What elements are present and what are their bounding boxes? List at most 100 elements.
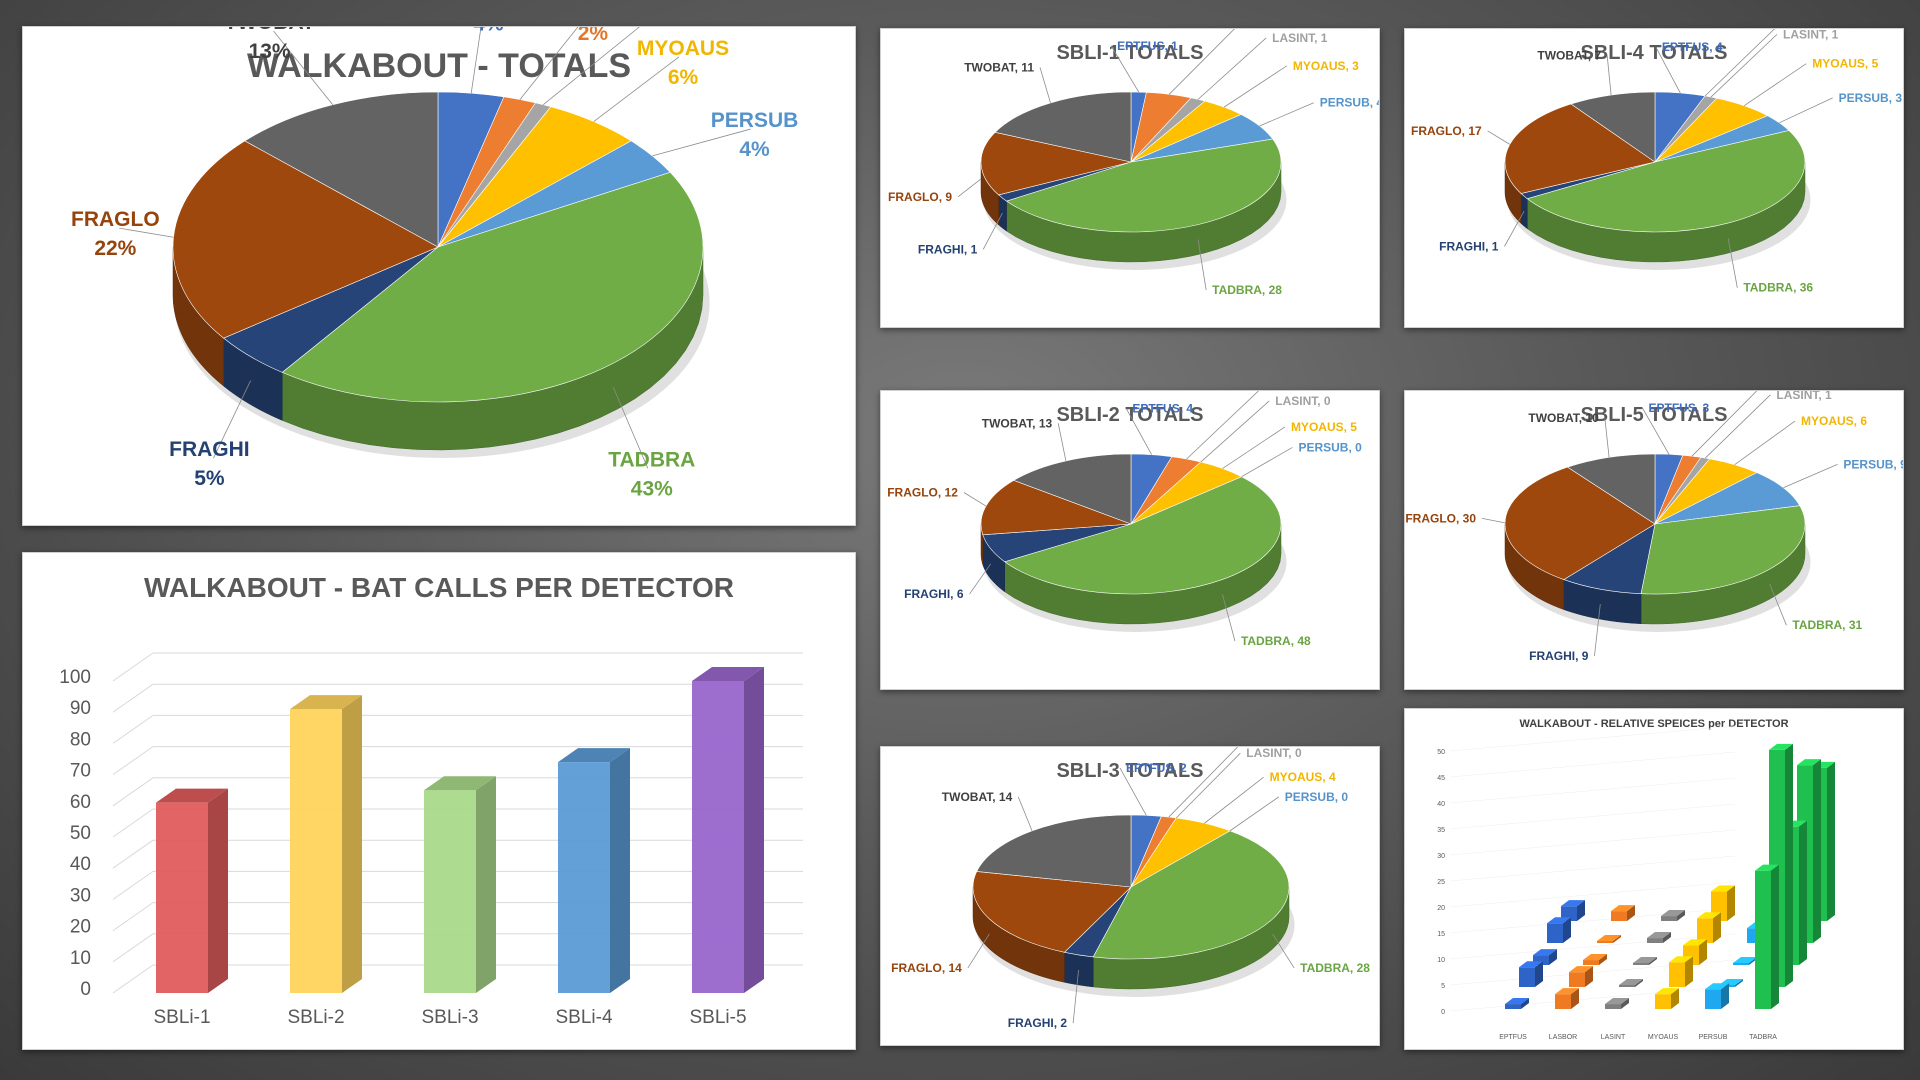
slice-label-fraghi: FRAGHI, 9 <box>1529 649 1589 663</box>
bar-lasint-sbli-2 <box>1619 985 1635 987</box>
bar-top-sbli-3 <box>424 776 496 791</box>
slice-percent-lasbor: 2% <box>578 27 609 45</box>
x-tick-label: SBLi-4 <box>555 1007 612 1028</box>
leader-line <box>1186 391 1259 460</box>
x-tick-label: LASBOR <box>1549 1034 1577 1041</box>
x-tick-label: SBLi-1 <box>153 1007 210 1028</box>
leader-line <box>1223 65 1288 108</box>
leader-line <box>652 128 751 157</box>
bar-lasint-sbli-3 <box>1633 963 1649 965</box>
leader-line <box>1168 29 1235 95</box>
slice-label-fraglo: FRAGLO, 30 <box>1405 511 1476 525</box>
leader-line <box>1606 55 1612 96</box>
slice-label-fraghi: FRAGHI, 6 <box>904 587 964 601</box>
slice-label-lasint: LASINT, 1 <box>1776 391 1832 402</box>
chart-title: WALKABOUT - RELATIVE SPEICES per DETECTO… <box>1519 718 1788 730</box>
leader-line <box>1594 604 1601 657</box>
slice-label-twobat: TWOBAT, 11 <box>964 60 1034 74</box>
slice-label-persub: PERSUB, 0 <box>1285 790 1349 804</box>
bar-lasbor-sbli-2 <box>1569 972 1585 987</box>
bar-lasint-sbli-1 <box>1605 1004 1621 1009</box>
bar-myoaus-sbli-4 <box>1697 918 1713 943</box>
bar-persub-sbli-1 <box>1705 989 1721 1009</box>
bar-side-sbli-5 <box>744 667 764 993</box>
leader-line <box>1769 583 1787 626</box>
slice-label-fraglo: FRAGLO, 9 <box>888 190 952 204</box>
y-tick-label: 40 <box>70 854 91 875</box>
pie-slice-fraghi <box>1563 523 1656 595</box>
y-tick-label: 15 <box>1437 931 1445 938</box>
bat-calls-bar-chart: WALKABOUT - BAT CALLS PER DETECTOR 0 10 20 3… <box>59 572 803 1028</box>
leader-line <box>1168 747 1239 818</box>
slice-label-twobat: TWOBAT, 13 <box>982 416 1053 430</box>
y-tick-label: 0 <box>80 979 91 1000</box>
slice-label-tadbra: TADBRA, 36 <box>1743 281 1813 295</box>
leader-line <box>1072 969 1079 1024</box>
pie-slice-tadbra <box>1005 138 1282 233</box>
leader-line <box>963 492 987 507</box>
slice-percent-fraghi: 5% <box>194 467 225 490</box>
bar-persub-sbli-3 <box>1733 963 1749 965</box>
x-tick-label: PERSUB <box>1699 1034 1728 1041</box>
leader-line <box>957 178 982 198</box>
leader-line <box>1259 102 1314 127</box>
walkabout-totals-pie: WALKABOUT - TOTALSEPTFUS4%LASBOR2%LASINT… <box>71 27 799 500</box>
slice-label-fraghi: FRAGHI, 1 <box>1439 239 1499 253</box>
pie-slice-twobat <box>994 91 1132 163</box>
bar-top-sbli-4 <box>558 748 630 763</box>
bar-side-sbli-3 <box>476 776 496 993</box>
leader-line <box>612 387 649 469</box>
slice-label-tadbra: TADBRA, 28 <box>1212 283 1282 297</box>
bar-sbli-4 <box>558 762 610 993</box>
x-tick-label: MYOAUS <box>1648 1034 1679 1041</box>
x-tick-label: SBLi-3 <box>421 1007 478 1028</box>
x-tick-label: EPTFUS <box>1499 1034 1527 1041</box>
leader-line <box>1704 29 1775 97</box>
y-tick-label: 90 <box>70 698 91 719</box>
slice-label-persub: PERSUB, 3 <box>1839 91 1903 105</box>
slice-label-fraglo: FRAGLO, 14 <box>891 961 962 975</box>
slice-label-myoaus: MYOAUS, 3 <box>1293 59 1359 73</box>
slice-percent-myoaus: 6% <box>668 66 699 89</box>
leader-line <box>1779 97 1833 124</box>
y-tick-label: 40 <box>1437 801 1445 808</box>
bar-tadbra-sbli-1 <box>1755 870 1771 1009</box>
x-tick-label: TADBRA <box>1749 1034 1777 1041</box>
slice-label-persub: PERSUB <box>711 109 799 132</box>
leader-line <box>1222 594 1236 642</box>
leader-line <box>967 933 990 969</box>
y-tick-label: 30 <box>70 885 91 906</box>
leader-line <box>1705 394 1771 459</box>
bar-sbli-3 <box>424 790 476 993</box>
slice-label-lasint: LASINT, 1 <box>1272 31 1328 45</box>
y-tick-label: 50 <box>1437 749 1445 756</box>
bar-top-sbli-2 <box>290 695 362 710</box>
pie-slice-tadbra <box>1526 130 1806 233</box>
pie-slice-persub <box>1654 472 1801 525</box>
pie-side-fraghi <box>1520 192 1528 230</box>
bar-eptfus-sbli-1 <box>1505 1004 1521 1009</box>
leader-line <box>213 380 251 459</box>
slice-percent-tadbra: 43% <box>631 477 673 500</box>
leader-line <box>519 27 579 100</box>
leader-line <box>1200 400 1270 463</box>
pie-slice-tadbra <box>1004 476 1282 595</box>
leader-line <box>1504 210 1525 247</box>
slice-label-myoaus: MYOAUS, 6 <box>1801 414 1867 428</box>
slice-label-lasint: LASINT, 1 <box>1783 29 1839 41</box>
slice-percent-twobat: 13% <box>249 40 291 63</box>
leader-line <box>1039 67 1051 104</box>
y-tick-label: 10 <box>1437 957 1445 964</box>
slice-label-fraglo: FRAGLO, 12 <box>887 486 958 500</box>
bar-side-sbli-2 <box>342 695 362 993</box>
bar-myoaus-sbli-2 <box>1669 962 1685 987</box>
pie-slice-twobat <box>1570 91 1656 163</box>
slice-label-eptfus: EPTFUS, 4 <box>1132 402 1193 416</box>
slice-label-tadbra: TADBRA <box>608 448 695 471</box>
leader-line <box>1241 447 1293 478</box>
bar-sbli-5 <box>692 681 744 993</box>
